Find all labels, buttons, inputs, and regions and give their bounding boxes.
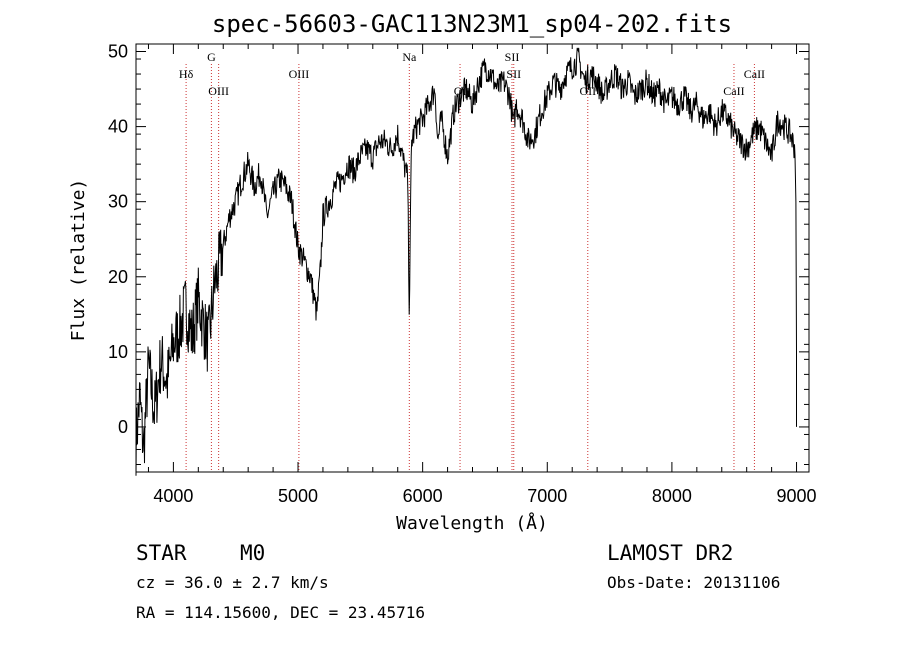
object-subclass: M0 [240, 541, 265, 565]
redshift-cz: cz = 36.0 ± 2.7 km/s [136, 573, 329, 592]
object-class: STAR [136, 541, 187, 565]
line-marker-label: G [207, 50, 216, 64]
spectrum-series [135, 47, 797, 476]
y-axis-ticks: 0 10 20 30 40 50 [108, 42, 809, 465]
x-tick-label: 8000 [652, 486, 692, 506]
x-axis-ticks: 4000 5000 6000 7000 8000 9000 [147, 44, 817, 506]
line-marker-label: SII [505, 50, 520, 64]
x-axis-label: Wavelength (Å) [396, 512, 548, 534]
coordinates: RA = 114.15600, DEC = 23.45716 [136, 603, 425, 622]
spectrum-line [135, 47, 797, 476]
line-marker-label: Hδ [179, 67, 194, 81]
obs-date: Obs-Date: 20131106 [607, 573, 780, 592]
line-marker-label: OII [579, 84, 596, 98]
x-tick-label: 5000 [278, 486, 318, 506]
y-tick-label: 50 [108, 42, 128, 62]
y-tick-label: 0 [118, 417, 128, 437]
y-tick-label: 40 [108, 117, 128, 137]
line-marker-label: Na [402, 50, 417, 64]
line-marker-label: OIII [208, 84, 229, 98]
line-marker-label: SII [506, 67, 521, 81]
chart-title: spec-56603-GAC113N23M1_sp04-202.fits [212, 10, 732, 38]
x-tick-label: 4000 [153, 486, 193, 506]
x-tick-label: 9000 [777, 486, 817, 506]
line-marker-label: CaII [723, 84, 744, 98]
x-tick-label: 6000 [403, 486, 443, 506]
line-marker-label: CaII [744, 67, 765, 81]
y-tick-label: 20 [108, 267, 128, 287]
x-tick-label: 7000 [527, 486, 567, 506]
y-axis-label: Flux (relative) [68, 179, 89, 342]
y-tick-label: 30 [108, 192, 128, 212]
y-tick-label: 10 [108, 342, 128, 362]
line-marker-label: OIII [289, 67, 310, 81]
survey-name: LAMOST DR2 [607, 541, 733, 565]
